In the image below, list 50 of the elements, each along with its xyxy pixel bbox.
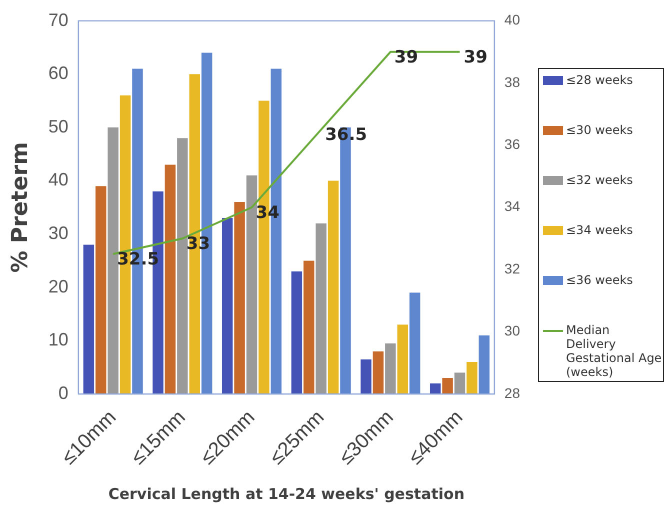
bar [304,260,314,394]
y2-tick-label: 34 [504,198,520,214]
y-tick-label: 60 [48,63,68,84]
bar [372,351,384,394]
data-label: 39 [464,47,488,68]
bar [478,335,490,394]
y-tick-label: 40 [48,170,68,190]
bar [316,223,326,394]
y-axis-title: % Preterm [8,142,33,273]
bar [222,218,233,394]
bar [430,383,441,394]
bar [466,362,478,394]
bar [409,292,420,394]
legend-label: ≤30 weeks [566,123,633,137]
y-tick-label: 70 [48,10,68,30]
bar [385,343,396,394]
bar [234,202,245,394]
y2-tick-label: 40 [504,12,520,28]
bar [83,244,94,394]
bar [291,271,302,394]
y2-tick-label: 38 [504,74,520,90]
y2-tick-label: 36 [504,136,520,152]
bar [454,372,466,394]
y-tick-label: 0 [58,382,68,403]
data-label: 39 [394,47,418,68]
legend-label: ≤36 weeks [566,273,633,287]
legend-label: Median Delivery Gestational Age (weeks) [566,323,663,379]
y-tick-label: 30 [48,223,68,244]
bar [328,180,339,394]
x-axis-title: Cervical Length at 14-24 weeks' gestation [108,484,465,503]
data-label: 34 [256,202,280,223]
y2-tick-label: 32 [504,260,520,276]
bar [397,324,408,394]
y-tick-label: 10 [48,330,68,350]
bar [246,175,258,394]
y2-tick-label: 28 [504,384,520,401]
data-label: 33 [186,234,210,254]
legend-label: ≤28 weeks [566,73,633,87]
bar [442,378,453,394]
data-label: 32.5 [117,249,160,270]
y2-tick-label: 30 [504,322,520,339]
bar [177,138,188,394]
legend-label: ≤34 weeks [566,223,633,237]
bar [108,127,118,394]
legend-label: ≤32 weeks [566,173,633,187]
y-tick-label: 50 [48,116,68,136]
y-tick-label: 20 [48,276,68,296]
bar [96,186,106,394]
bar [164,164,176,394]
bar [360,359,372,394]
